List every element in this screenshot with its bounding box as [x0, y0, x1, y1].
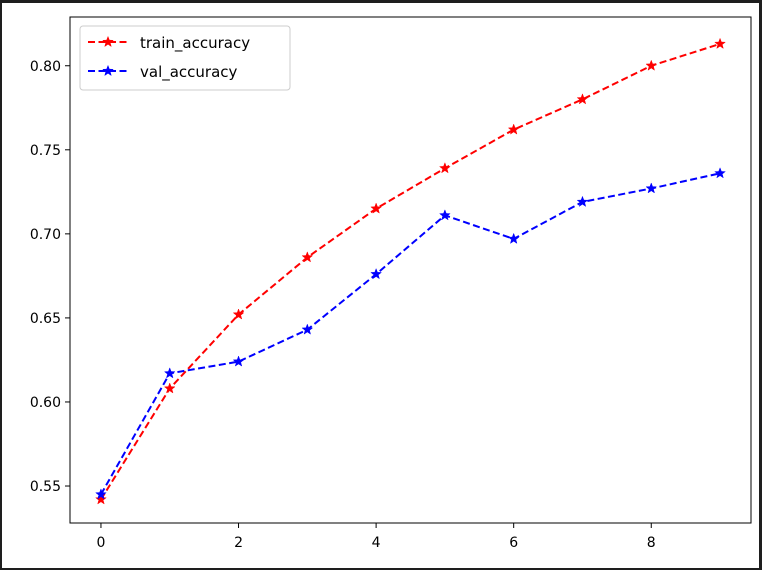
plot-area [70, 17, 751, 523]
legend-label-val-accuracy: val_accuracy [140, 63, 238, 82]
y-axis: 0.55 0.60 0.65 0.70 0.75 0.80 [30, 59, 70, 495]
y-tick-label: 0.60 [30, 395, 61, 411]
y-tick-label: 0.75 [30, 143, 61, 159]
x-tick-label: 6 [509, 535, 518, 551]
x-tick-label: 4 [372, 535, 381, 551]
x-axis: 0 2 4 6 8 [96, 523, 655, 551]
x-tick-label: 2 [234, 535, 243, 551]
legend-label-train-accuracy: train_accuracy [140, 34, 250, 53]
y-tick-label: 0.70 [30, 227, 61, 243]
x-tick-label: 0 [96, 535, 105, 551]
legend: train_accuracy val_accuracy [80, 26, 290, 90]
y-tick-label: 0.55 [30, 479, 61, 495]
y-tick-label: 0.80 [30, 59, 61, 75]
y-tick-label: 0.65 [30, 311, 61, 327]
x-tick-label: 8 [647, 535, 656, 551]
